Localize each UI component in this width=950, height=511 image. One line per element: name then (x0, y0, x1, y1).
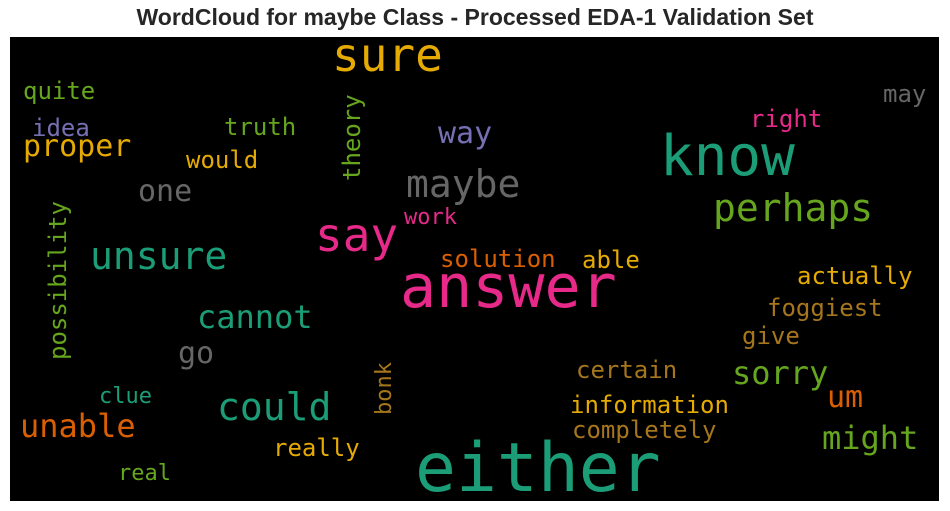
word-idea: idea (32, 114, 90, 142)
word-actually: actually (797, 262, 913, 290)
word-right: right (750, 105, 823, 133)
figure-title: WordCloud for maybe Class - Processed ED… (136, 4, 814, 30)
word-quite: quite (23, 77, 96, 105)
word-one: one (138, 174, 193, 209)
word-information: information (570, 391, 729, 419)
word-maybe: maybe (406, 162, 521, 206)
word-certain: certain (576, 356, 678, 384)
word-say: say (315, 208, 399, 262)
word-sorry: sorry (732, 354, 829, 392)
word-perhaps: perhaps (713, 186, 874, 230)
word-bonk: bonk (372, 362, 397, 415)
word-proper: proper (23, 129, 132, 164)
wordcloud-canvas: answer either know sure say maybe perhap… (10, 37, 939, 501)
word-foggiest: foggiest (767, 294, 883, 322)
word-go: go (178, 336, 215, 371)
word-way: way (438, 116, 493, 151)
word-cannot: cannot (197, 298, 313, 336)
word-um: um (827, 380, 864, 415)
word-would: would (186, 146, 259, 174)
word-really: really (273, 434, 360, 462)
word-might: might (822, 419, 919, 457)
word-able: able (582, 246, 640, 274)
word-either: either (415, 429, 661, 502)
word-solution: solution (440, 245, 556, 273)
word-work: work (404, 205, 457, 230)
word-sure: sure (332, 37, 443, 82)
word-answer: answer (400, 252, 617, 322)
word-unsure: unsure (90, 234, 228, 278)
word-could: could (217, 385, 332, 429)
word-completely: completely (572, 416, 717, 444)
word-possibility: possibility (44, 201, 72, 360)
word-clue: clue (99, 384, 152, 409)
word-truth: truth (224, 113, 297, 141)
word-theory: theory (338, 94, 366, 181)
word-give: give (742, 322, 800, 350)
word-real: real (118, 461, 171, 486)
word-know: know (660, 124, 795, 189)
word-unable: unable (20, 407, 136, 445)
word-may: may (883, 80, 927, 108)
